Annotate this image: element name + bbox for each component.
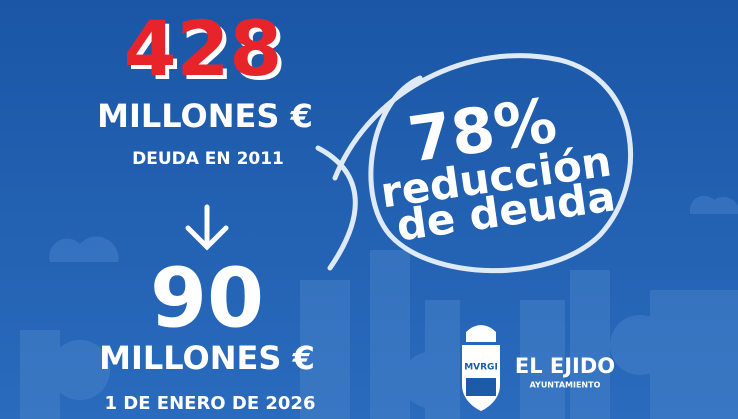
logo-name: EL EJIDO — [515, 354, 615, 378]
hand-drawn-circle — [315, 53, 634, 274]
before-label: DEUDA EN 2011 — [132, 149, 284, 169]
before-amount: 428 — [124, 4, 283, 93]
before-unit: MILLONES € — [97, 97, 313, 135]
after-label: 1 DE ENERO DE 2026 — [105, 393, 316, 414]
city-silhouette — [20, 195, 738, 419]
logo-crest: MVRGI — [462, 325, 500, 411]
reduction-group: 78% reducción de deuda — [378, 83, 619, 250]
after-amount: 90 — [150, 251, 264, 346]
before-amount-shadow: 428 — [128, 8, 287, 97]
logo-subtitle: AYUNTAMIENTO — [530, 381, 601, 390]
after-unit: MILLONES € — [99, 339, 315, 377]
crest-text: MVRGI — [464, 363, 498, 373]
down-arrow — [185, 204, 229, 251]
